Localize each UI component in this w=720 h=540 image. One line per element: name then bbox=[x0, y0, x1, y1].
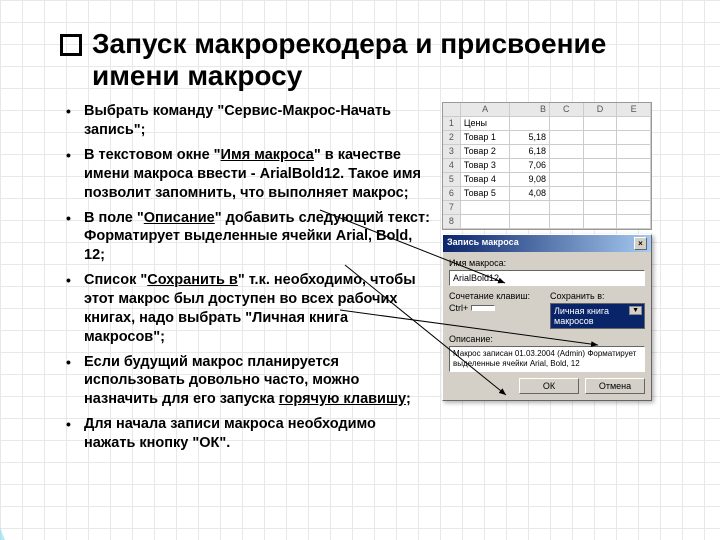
row-header: 6 bbox=[443, 187, 461, 201]
column-header: D bbox=[584, 103, 618, 117]
cell bbox=[584, 215, 618, 229]
row-header: 7 bbox=[443, 201, 461, 215]
record-macro-dialog: Запись макроса × Имя макроса: ArialBold1… bbox=[442, 234, 652, 401]
cell bbox=[617, 117, 651, 131]
dialog-title: Запись макроса bbox=[447, 237, 519, 250]
cell bbox=[584, 201, 618, 215]
cell bbox=[617, 187, 651, 201]
cell bbox=[617, 215, 651, 229]
cell bbox=[461, 201, 510, 215]
cell bbox=[584, 187, 618, 201]
slide-title: Запуск макрорекодера и присвоение имени … bbox=[92, 28, 700, 92]
cell bbox=[584, 173, 618, 187]
cell: Товар 4 bbox=[461, 173, 510, 187]
bullet-item: В текстовом окне "Имя макроса" в качеств… bbox=[84, 146, 430, 203]
cell: 6,18 bbox=[510, 145, 550, 159]
title-row: Запуск макрорекодера и присвоение имени … bbox=[60, 28, 700, 92]
cell bbox=[510, 117, 550, 131]
cell bbox=[550, 159, 584, 173]
cell bbox=[510, 215, 550, 229]
description-textarea[interactable]: Макрос записан 01.03.2004 (Admin) Формат… bbox=[449, 346, 645, 372]
bullet-item: Выбрать команду "Сервис-Макрос-Начать за… bbox=[84, 102, 430, 140]
column-header: B bbox=[510, 103, 550, 117]
name-label: Имя макроса: bbox=[449, 258, 645, 268]
cell bbox=[510, 201, 550, 215]
bullet-item: Список "Сохранить в" т.к. необходимо, чт… bbox=[84, 271, 430, 346]
row-header: 5 bbox=[443, 173, 461, 187]
column-header bbox=[443, 103, 461, 117]
cell bbox=[617, 145, 651, 159]
cell: 4,08 bbox=[510, 187, 550, 201]
cell: 9,08 bbox=[510, 173, 550, 187]
close-icon[interactable]: × bbox=[634, 237, 647, 250]
spreadsheet-preview: ABCDE 1Цены2Товар 15,18 3Товар 26,18 4Товар… bbox=[442, 102, 652, 230]
cell bbox=[550, 173, 584, 187]
desc-label: Описание: bbox=[449, 334, 645, 344]
cell: Товар 5 bbox=[461, 187, 510, 201]
shortcut-key-input[interactable] bbox=[471, 305, 495, 311]
cell bbox=[617, 131, 651, 145]
macro-name-input[interactable]: ArialBold12 bbox=[449, 270, 645, 286]
bullet-item: Если будущий макрос планируется использо… bbox=[84, 353, 430, 410]
cell bbox=[617, 159, 651, 173]
cell bbox=[584, 145, 618, 159]
cell bbox=[550, 131, 584, 145]
cancel-button[interactable]: Отмена bbox=[585, 378, 645, 394]
cell bbox=[584, 117, 618, 131]
savein-label: Сохранить в: bbox=[550, 291, 645, 301]
cell: Товар 3 bbox=[461, 159, 510, 173]
cell bbox=[617, 201, 651, 215]
row-header: 4 bbox=[443, 159, 461, 173]
cell bbox=[550, 201, 584, 215]
row-header: 2 bbox=[443, 131, 461, 145]
screenshot-column: ABCDE 1Цены2Товар 15,18 3Товар 26,18 4Товар… bbox=[442, 102, 672, 401]
bullet-list: Выбрать команду "Сервис-Макрос-Начать за… bbox=[60, 102, 430, 458]
shortcut-prefix: Ctrl+ bbox=[449, 303, 468, 313]
cell: 7,06 bbox=[510, 159, 550, 173]
cell bbox=[584, 131, 618, 145]
row-header: 1 bbox=[443, 117, 461, 131]
bullet-item: Для начала записи макроса необходимо наж… bbox=[84, 415, 430, 453]
cell bbox=[550, 145, 584, 159]
column-header: E bbox=[617, 103, 651, 117]
row-header: 3 bbox=[443, 145, 461, 159]
dialog-title-bar: Запись макроса × bbox=[443, 235, 651, 252]
cell bbox=[550, 187, 584, 201]
ok-button[interactable]: ОК bbox=[519, 378, 579, 394]
row-header: 8 bbox=[443, 215, 461, 229]
cell bbox=[550, 215, 584, 229]
bullet-item: В поле "Описание" добавить следующий тек… bbox=[84, 209, 430, 266]
column-header: A bbox=[461, 103, 510, 117]
cell: Цены bbox=[461, 117, 510, 131]
column-header: C bbox=[550, 103, 584, 117]
cell: 5,18 bbox=[510, 131, 550, 145]
cell: Товар 1 bbox=[461, 131, 510, 145]
cell bbox=[584, 159, 618, 173]
cell bbox=[550, 117, 584, 131]
title-bullet-box bbox=[60, 34, 82, 56]
savein-select[interactable]: Личная книга макросов bbox=[550, 303, 645, 329]
cell bbox=[461, 215, 510, 229]
cell bbox=[617, 173, 651, 187]
cell: Товар 2 bbox=[461, 145, 510, 159]
shortcut-label: Сочетание клавиш: bbox=[449, 291, 544, 301]
